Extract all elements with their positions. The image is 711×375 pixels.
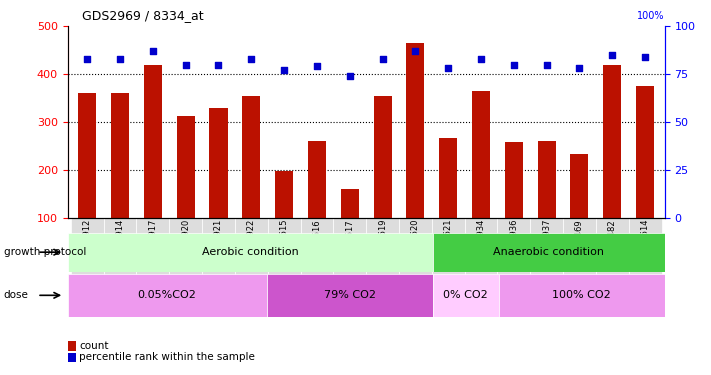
- Point: [147, 48, 159, 54]
- Bar: [68, 274, 267, 317]
- Bar: [333, 217, 366, 290]
- Text: 0% CO2: 0% CO2: [444, 290, 488, 300]
- Bar: [432, 217, 464, 290]
- Bar: [176, 116, 195, 218]
- Point: [114, 56, 126, 62]
- Bar: [366, 217, 399, 290]
- Text: 100% CO2: 100% CO2: [552, 290, 611, 300]
- Bar: [301, 217, 333, 290]
- Point: [410, 48, 421, 54]
- Bar: [464, 217, 498, 290]
- Point: [442, 65, 454, 71]
- Point: [476, 56, 487, 62]
- Point: [245, 56, 257, 62]
- Text: 100%: 100%: [637, 12, 665, 21]
- Text: dose: dose: [4, 290, 28, 300]
- Bar: [498, 217, 530, 290]
- Text: count: count: [79, 341, 108, 351]
- Point: [639, 54, 651, 60]
- Bar: [432, 274, 499, 317]
- Bar: [169, 217, 202, 290]
- Point: [180, 62, 191, 68]
- Bar: [407, 43, 424, 218]
- Bar: [268, 217, 301, 290]
- Bar: [432, 232, 665, 272]
- Bar: [596, 217, 629, 290]
- Point: [344, 73, 356, 79]
- Bar: [111, 93, 129, 218]
- Bar: [563, 217, 596, 290]
- Bar: [530, 217, 563, 290]
- Bar: [78, 93, 96, 218]
- Bar: [275, 171, 293, 217]
- Bar: [505, 142, 523, 218]
- Bar: [68, 232, 432, 272]
- Text: Aerobic condition: Aerobic condition: [202, 247, 299, 257]
- Bar: [629, 217, 661, 290]
- Bar: [210, 108, 228, 217]
- Bar: [202, 217, 235, 290]
- Point: [541, 62, 552, 68]
- Text: percentile rank within the sample: percentile rank within the sample: [79, 352, 255, 362]
- Bar: [399, 217, 432, 290]
- Bar: [104, 217, 137, 290]
- Point: [279, 67, 290, 73]
- Text: growth protocol: growth protocol: [4, 247, 86, 257]
- Bar: [242, 96, 260, 218]
- Bar: [71, 217, 104, 290]
- Bar: [373, 96, 392, 218]
- Bar: [144, 66, 162, 218]
- Bar: [308, 141, 326, 218]
- Bar: [472, 91, 490, 218]
- Text: 0.05%CO2: 0.05%CO2: [138, 290, 196, 300]
- Bar: [137, 217, 169, 290]
- Bar: [636, 86, 654, 218]
- Text: 79% CO2: 79% CO2: [324, 290, 375, 300]
- Bar: [439, 138, 457, 218]
- Point: [574, 65, 585, 71]
- Bar: [341, 189, 359, 217]
- Point: [311, 63, 323, 69]
- Bar: [603, 64, 621, 218]
- Point: [213, 62, 224, 68]
- Bar: [235, 217, 268, 290]
- Bar: [499, 274, 665, 317]
- Text: Anaerobic condition: Anaerobic condition: [493, 247, 604, 257]
- Bar: [570, 154, 589, 218]
- Text: GDS2969 / 8334_at: GDS2969 / 8334_at: [82, 9, 203, 22]
- Point: [377, 56, 388, 62]
- Point: [606, 52, 618, 58]
- Point: [508, 62, 520, 68]
- Bar: [538, 141, 556, 218]
- Bar: [267, 274, 432, 317]
- Point: [82, 56, 93, 62]
